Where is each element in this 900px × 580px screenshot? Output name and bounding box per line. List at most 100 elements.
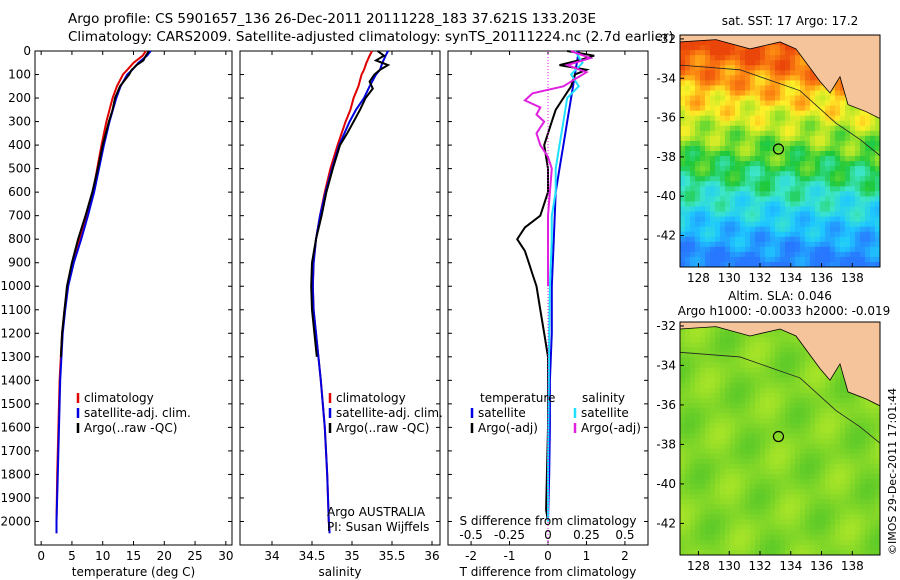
sst-map-cell bbox=[815, 231, 821, 238]
sla-map-cell bbox=[725, 479, 731, 485]
sla-map-cell bbox=[720, 347, 726, 353]
sst-map-cell bbox=[875, 166, 880, 172]
sst-map-cell bbox=[695, 65, 701, 71]
sla-map-cell bbox=[860, 519, 866, 526]
sst-map-cell bbox=[815, 151, 821, 157]
sst-map-cell bbox=[770, 140, 776, 147]
sla-map-cell bbox=[750, 408, 756, 414]
sst-map-cell bbox=[815, 90, 821, 97]
sla-map-cell bbox=[685, 418, 691, 424]
sla-map-cell bbox=[740, 423, 746, 429]
sla-map-cell bbox=[680, 519, 686, 526]
sst-map-cell bbox=[875, 251, 880, 258]
sst-map-cell bbox=[690, 140, 696, 147]
sla-map-cell bbox=[750, 519, 756, 526]
sla-map-cell bbox=[850, 524, 856, 531]
sla-map-cell bbox=[860, 413, 866, 419]
sla-map-cell bbox=[750, 342, 756, 348]
sst-map-cell bbox=[715, 95, 721, 102]
sla-map-cell bbox=[860, 479, 866, 485]
sst-map-cell bbox=[870, 120, 876, 127]
sst-map-cell bbox=[780, 145, 786, 152]
sst-map-cell bbox=[775, 145, 781, 152]
sst-map-cell bbox=[800, 156, 806, 162]
sst-map-cell bbox=[820, 201, 826, 208]
sst-map-cell bbox=[745, 156, 751, 162]
temperature-ytick-label: 200 bbox=[8, 91, 31, 105]
sst-map-cell bbox=[735, 156, 741, 162]
sla-map-cell bbox=[705, 428, 711, 435]
sla-map-cell bbox=[870, 524, 876, 531]
sla-map-cell bbox=[770, 362, 776, 369]
sla-map-cell bbox=[780, 519, 786, 526]
sst-map-cell bbox=[770, 251, 776, 258]
sla-map-cell bbox=[745, 448, 751, 455]
sst-map-cell bbox=[770, 100, 776, 107]
sst-map-cell bbox=[680, 216, 686, 223]
sst-map-cell bbox=[835, 216, 841, 223]
sst-map-cell bbox=[775, 246, 781, 253]
sla-map-cell bbox=[720, 337, 726, 343]
sst-map-cell bbox=[795, 201, 801, 208]
salinity-xtick-label: 35 bbox=[344, 549, 359, 563]
sla-map-cell bbox=[745, 484, 751, 490]
sst-map-cell bbox=[830, 161, 836, 167]
sst-map-cell bbox=[685, 241, 691, 248]
sla-map-cell bbox=[705, 448, 711, 455]
sst-map-cell bbox=[735, 130, 741, 137]
sla-map-cell bbox=[845, 479, 851, 485]
sla-map-cell bbox=[845, 504, 851, 511]
sst-map-cell bbox=[730, 130, 736, 137]
sla-map-cell bbox=[685, 468, 691, 475]
sst-map-cell bbox=[680, 161, 686, 167]
sla-map-cell bbox=[870, 413, 876, 419]
sst-map-cell bbox=[860, 151, 866, 157]
sla-map-ytick-label: -42 bbox=[656, 516, 676, 530]
sst-map-cell bbox=[730, 75, 736, 81]
sla-map-cell bbox=[770, 524, 776, 531]
sla-map-cell bbox=[730, 549, 736, 555]
sst-map-cell bbox=[785, 70, 791, 76]
sla-map-cell bbox=[740, 549, 746, 555]
sla-map-cell bbox=[770, 397, 776, 404]
sla-map-cell bbox=[725, 387, 731, 394]
sla-map-cell bbox=[835, 433, 841, 440]
sst-map-cell bbox=[715, 221, 721, 228]
sst-map-cell bbox=[760, 125, 766, 132]
sst-map-cell bbox=[785, 206, 791, 213]
sst-map-cell bbox=[830, 256, 836, 263]
sla-map-cell bbox=[775, 484, 781, 490]
sla-map-cell bbox=[790, 463, 796, 470]
sla-map-cell bbox=[710, 347, 716, 353]
sst-map-cell bbox=[805, 100, 811, 107]
sst-map-cell bbox=[685, 80, 691, 87]
sla-map-cell bbox=[825, 463, 831, 470]
sla-map-cell bbox=[730, 347, 736, 353]
sla-map-cell bbox=[700, 443, 706, 450]
sla-map-cell bbox=[755, 332, 761, 338]
sla-map-cell bbox=[840, 479, 846, 485]
sla-map-cell bbox=[875, 443, 880, 450]
sst-map-cell bbox=[790, 216, 796, 223]
sla-map-cell bbox=[710, 514, 716, 521]
sst-map-cell bbox=[725, 251, 731, 258]
sst-map-cell bbox=[735, 135, 741, 142]
sst-map-cell bbox=[785, 176, 791, 182]
sla-map-cell bbox=[715, 433, 721, 440]
sla-map-cell bbox=[720, 519, 726, 526]
sla-map-cell bbox=[855, 504, 861, 511]
sla-map-cell bbox=[685, 489, 691, 495]
sst-map-cell bbox=[780, 216, 786, 223]
sla-map-cell bbox=[785, 357, 791, 364]
sla-map-cell bbox=[705, 484, 711, 490]
sla-map-cell bbox=[860, 529, 866, 536]
sla-map-cell bbox=[745, 342, 751, 348]
sst-map-cell bbox=[695, 171, 701, 177]
sst-map-cell bbox=[755, 181, 761, 187]
sst-map-cell bbox=[685, 171, 691, 177]
sla-map-cell bbox=[795, 352, 801, 359]
sst-map-cell bbox=[730, 135, 736, 142]
sla-map-cell bbox=[830, 539, 836, 546]
sst-map-cell bbox=[740, 181, 746, 187]
sla-map-cell bbox=[835, 428, 841, 435]
